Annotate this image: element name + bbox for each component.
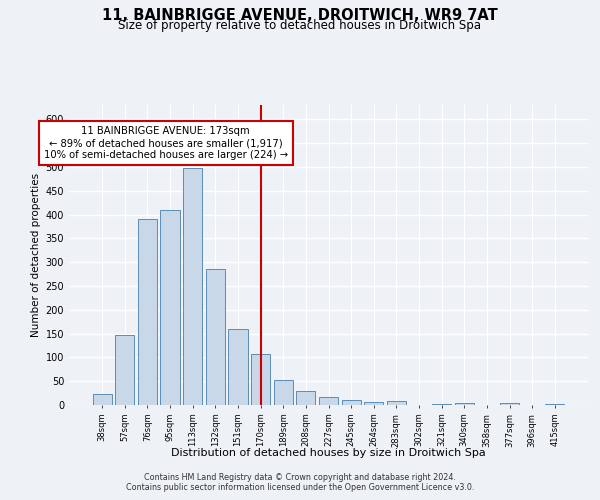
Bar [115, 334, 134, 405]
Text: Contains HM Land Registry data © Crown copyright and database right 2024.: Contains HM Land Registry data © Crown c… [144, 472, 456, 482]
Bar [296, 390, 316, 405]
Bar [229, 329, 248, 405]
Text: 11, BAINBRIGGE AVENUE, DROITWICH, WR9 7AT: 11, BAINBRIGGE AVENUE, DROITWICH, WR9 7A… [102, 8, 498, 22]
Bar [341, 400, 361, 405]
Text: Distribution of detached houses by size in Droitwich Spa: Distribution of detached houses by size … [172, 448, 486, 458]
Bar [545, 404, 565, 405]
Bar [251, 354, 270, 405]
Text: Contains public sector information licensed under the Open Government Licence v3: Contains public sector information licen… [126, 482, 474, 492]
Bar [455, 403, 474, 405]
Bar [138, 220, 157, 405]
Text: Size of property relative to detached houses in Droitwich Spa: Size of property relative to detached ho… [119, 19, 482, 32]
Bar [206, 270, 225, 405]
Bar [319, 398, 338, 405]
Bar [364, 402, 383, 405]
Y-axis label: Number of detached properties: Number of detached properties [31, 173, 41, 337]
Bar [160, 210, 180, 405]
Bar [92, 394, 112, 405]
Bar [274, 380, 293, 405]
Bar [183, 168, 202, 405]
Bar [387, 400, 406, 405]
Bar [432, 404, 451, 405]
Text: 11 BAINBRIGGE AVENUE: 173sqm
← 89% of detached houses are smaller (1,917)
10% of: 11 BAINBRIGGE AVENUE: 173sqm ← 89% of de… [44, 126, 287, 160]
Bar [500, 402, 519, 405]
